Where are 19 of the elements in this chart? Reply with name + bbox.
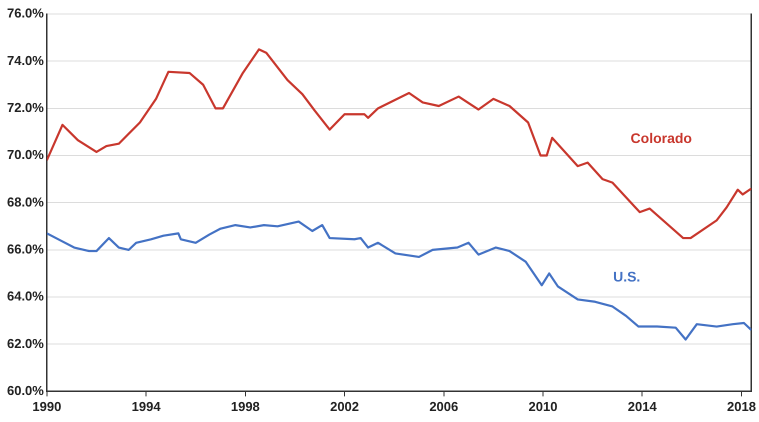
y-tick-label: 60.0% [6,382,44,398]
x-tick-label: 1998 [230,398,260,414]
y-tick-label: 66.0% [6,241,44,256]
y-tick-label: 74.0% [6,52,44,68]
y-tick-label: 62.0% [6,336,44,351]
y-tick-label: 72.0% [6,100,44,115]
x-tick-label: 2002 [330,398,360,414]
y-tick-label: 68.0% [6,194,44,210]
x-tick-label: 2010 [528,398,558,414]
x-tick-label: 2014 [628,398,658,414]
y-tick-label: 70.0% [6,147,44,162]
series-label: U.S. [613,268,640,285]
x-tick-label: 1990 [32,398,62,414]
y-tick-label: 76.0% [6,6,44,21]
x-tick-label: 2006 [429,398,458,414]
x-tick-label: 1994 [132,398,162,414]
y-tick-label: 64.0% [6,288,44,304]
text: Colorado [630,130,692,146]
x-tick-label: 2018 [726,398,756,414]
